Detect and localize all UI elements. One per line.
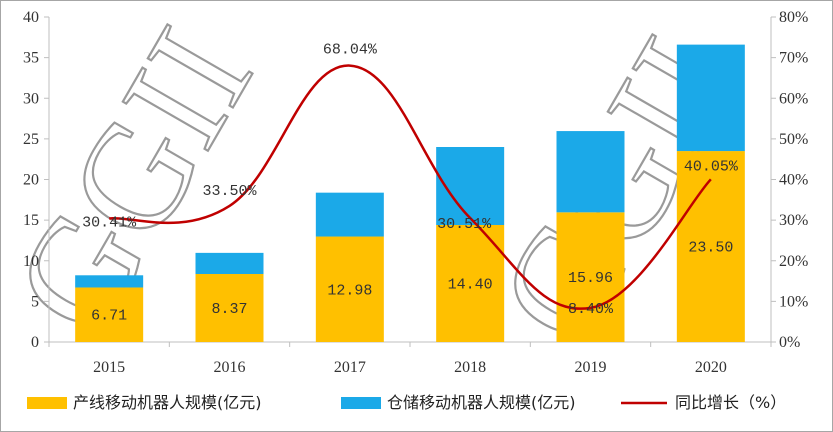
bar-warehouse	[75, 275, 144, 288]
y-right-tick-label: 70%	[779, 50, 808, 67]
growth-value-label: 33.50%	[202, 183, 257, 200]
growth-line-layer	[109, 64, 712, 310]
legend-item-growth: 同比增长（%）	[621, 393, 786, 412]
y-left-tick-label: 15	[23, 212, 39, 229]
y-left-tick-label: 40	[23, 9, 39, 26]
y-left-tick-label: 10	[23, 253, 39, 270]
bar-value-label: 15.96	[568, 270, 613, 287]
bar-production-line	[195, 273, 264, 342]
growth-value-label: 8.40%	[568, 301, 614, 318]
y-right-tick-label: 10%	[779, 293, 808, 310]
legend-swatch	[341, 397, 381, 409]
y-left-tick-label: 35	[23, 50, 39, 67]
bar-value-label: 23.50	[688, 240, 733, 257]
y-right-tick-label: 40%	[779, 172, 808, 189]
y-left-tick-label: 25	[23, 131, 39, 148]
bar-production-line	[436, 225, 505, 342]
bar-warehouse	[676, 44, 745, 152]
legend: 产线移动机器人规模(亿元) 仓储移动机器人规模(亿元) 同比增长（%）	[27, 393, 786, 412]
axes-layer: 0 5 10 15 20 25 30 35 40 0% 10% 20% 30% 40% 50% 60% 70% 8…	[23, 9, 808, 376]
legend-swatch	[27, 397, 67, 409]
legend-item-production-line: 产线移动机器人规模(亿元)	[27, 393, 262, 412]
x-tick-label: 2016	[214, 359, 246, 376]
bar-warehouse	[436, 147, 505, 225]
growth-value-label: 30.41%	[82, 214, 137, 231]
bar-value-label: 12.98	[327, 282, 372, 299]
x-tick-label: 2020	[695, 359, 727, 376]
legend-item-warehouse: 仓储移动机器人规模(亿元)	[341, 393, 576, 412]
bar-warehouse	[315, 192, 384, 237]
y-right-tick-label: 20%	[779, 253, 808, 270]
y-left-tick-label: 20	[23, 172, 39, 189]
growth-value-label: 30.51%	[437, 216, 492, 233]
bar-warehouse	[195, 252, 264, 274]
y-right-tick-label: 0%	[779, 334, 800, 351]
x-tick-label: 2019	[575, 359, 607, 376]
bar-value-label: 6.71	[91, 308, 127, 325]
x-tick-label: 2018	[454, 359, 486, 376]
bar-production-line	[556, 212, 625, 342]
legend-label: 仓储移动机器人规模(亿元)	[387, 393, 576, 412]
x-tick-label: 2017	[334, 359, 366, 376]
bar-value-label: 8.37	[211, 301, 247, 318]
bar-production-line	[315, 236, 384, 342]
y-right-tick-label: 60%	[779, 90, 808, 107]
growth-value-label: 68.04%	[323, 42, 378, 59]
bar-warehouse	[556, 131, 625, 213]
x-tick-label: 2015	[93, 359, 125, 376]
y-right-tick-label: 30%	[779, 212, 808, 229]
bar-production-line	[75, 287, 144, 342]
bar-value-label: 14.40	[448, 277, 493, 294]
bars-layer	[75, 44, 745, 342]
bar-production-line	[676, 151, 745, 342]
y-right-tick-label: 50%	[779, 131, 808, 148]
growth-value-label: 40.05%	[684, 158, 739, 175]
y-left-tick-label: 30	[23, 90, 39, 107]
y-right-tick-label: 80%	[779, 9, 808, 26]
y-left-tick-label: 0	[31, 334, 39, 351]
growth-line	[109, 64, 712, 310]
legend-label: 产线移动机器人规模(亿元)	[73, 393, 262, 412]
legend-label: 同比增长（%）	[675, 393, 786, 412]
y-left-tick-label: 5	[31, 293, 39, 310]
data-labels-layer: 6.71 8.37 12.98 14.40 15.96 23.50 30.41% 33.50%…	[82, 42, 739, 325]
